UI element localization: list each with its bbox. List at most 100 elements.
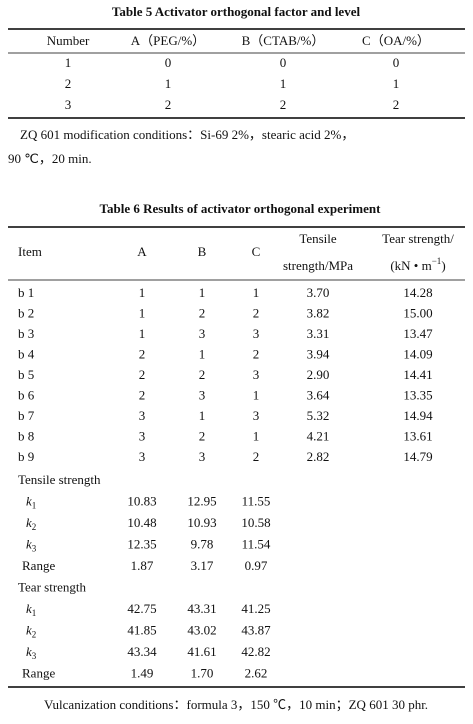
cell: b 2 bbox=[18, 305, 34, 320]
cell: 2 bbox=[65, 76, 72, 91]
cell: 0 bbox=[280, 55, 287, 70]
cell: 1 bbox=[280, 76, 287, 91]
column-header: B（CTAB/%） bbox=[242, 33, 325, 48]
row-label-text: k bbox=[26, 622, 32, 637]
subscript: 2 bbox=[32, 522, 37, 532]
column-header: (kN • m−1) bbox=[390, 256, 445, 273]
cell: 11.55 bbox=[242, 493, 271, 508]
cell: 11.54 bbox=[242, 536, 271, 551]
cell: 2 bbox=[199, 305, 206, 320]
cell: 3.17 bbox=[191, 558, 214, 573]
cell: 2.82 bbox=[307, 449, 330, 464]
cell: 41.25 bbox=[241, 601, 270, 616]
group-label: Tear strength bbox=[18, 579, 87, 594]
row-label: Range bbox=[22, 665, 55, 680]
cell: 3 bbox=[253, 408, 260, 423]
cell: b 5 bbox=[18, 367, 34, 382]
cell: 14.94 bbox=[403, 408, 433, 423]
cell: 0 bbox=[393, 55, 400, 70]
column-header: C（OA/%） bbox=[362, 33, 430, 48]
cell: 2 bbox=[253, 346, 260, 361]
cell: 2 bbox=[199, 367, 206, 382]
cell: 2 bbox=[165, 97, 172, 112]
column-header: A bbox=[137, 244, 147, 259]
column-header: Item bbox=[18, 244, 42, 259]
subscript: 1 bbox=[32, 608, 37, 618]
cell: 1.49 bbox=[131, 665, 154, 680]
cell: 12.95 bbox=[187, 493, 216, 508]
superscript: −1 bbox=[432, 256, 442, 266]
row-label-text: k bbox=[26, 536, 32, 551]
cell: b 3 bbox=[18, 326, 34, 341]
cell: 1 bbox=[199, 346, 206, 361]
cell: 10.48 bbox=[127, 515, 156, 530]
column-header: A（PEG/%） bbox=[131, 33, 205, 48]
row-label: k2 bbox=[26, 622, 36, 639]
cell: 1.87 bbox=[131, 558, 154, 573]
cell: 1 bbox=[199, 285, 206, 300]
cell: 3 bbox=[139, 449, 146, 464]
cell: 3.31 bbox=[307, 326, 330, 341]
cell: 2 bbox=[139, 367, 146, 382]
cell: 1 bbox=[253, 428, 260, 443]
column-header: Tensile bbox=[299, 231, 337, 246]
row-label: k1 bbox=[26, 493, 36, 510]
cell: 3 bbox=[253, 326, 260, 341]
cell: 1 bbox=[393, 76, 400, 91]
footnote: Vulcanization conditions：formula 3，150 ℃… bbox=[44, 697, 428, 713]
cell: 0.97 bbox=[245, 558, 268, 573]
group-label: Tensile strength bbox=[18, 472, 101, 487]
cell: 15.00 bbox=[403, 305, 432, 320]
cell: 3 bbox=[199, 387, 206, 402]
cell: 13.35 bbox=[403, 387, 432, 402]
cell: 1 bbox=[65, 55, 72, 70]
column-header: Tear strength/ bbox=[382, 231, 454, 246]
subscript: 3 bbox=[32, 544, 37, 554]
cell: 41.61 bbox=[187, 644, 216, 659]
row-label: k1 bbox=[26, 601, 36, 618]
cell: 9.78 bbox=[191, 536, 214, 551]
cell: 10.93 bbox=[187, 515, 216, 530]
cell: 13.61 bbox=[403, 428, 432, 443]
cell: 10.58 bbox=[241, 515, 270, 530]
row-label-text: k bbox=[26, 601, 32, 616]
cell: b 6 bbox=[18, 387, 35, 402]
subscript: 1 bbox=[32, 501, 37, 511]
column-header: strength/MPa bbox=[283, 258, 353, 273]
note: 90 ℃，20 min. bbox=[8, 151, 92, 166]
cell: b 8 bbox=[18, 428, 34, 443]
cell: 43.87 bbox=[241, 622, 271, 637]
cell: 3.82 bbox=[307, 305, 330, 320]
row-label: k3 bbox=[26, 644, 37, 661]
cell: b 1 bbox=[18, 285, 34, 300]
row-label: k2 bbox=[26, 515, 36, 532]
row-label: k3 bbox=[26, 536, 37, 553]
cell: 1 bbox=[139, 326, 146, 341]
cell: 12.35 bbox=[127, 536, 156, 551]
cell: 2 bbox=[139, 387, 146, 402]
cell: 2 bbox=[199, 428, 206, 443]
note: ZQ 601 modification conditions：Si-69 2%，… bbox=[20, 127, 354, 142]
cell: 3 bbox=[65, 97, 72, 112]
cell: 13.47 bbox=[403, 326, 433, 341]
cell: 3.64 bbox=[307, 387, 330, 402]
cell: 1 bbox=[139, 285, 146, 300]
cell: 2.90 bbox=[307, 367, 330, 382]
cell: 14.41 bbox=[403, 367, 432, 382]
cell: 3 bbox=[199, 449, 206, 464]
cell: 42.82 bbox=[241, 644, 270, 659]
cell: 0 bbox=[165, 55, 172, 70]
cell: 3 bbox=[139, 408, 146, 423]
cell: 41.85 bbox=[127, 622, 156, 637]
cell: 3.94 bbox=[307, 346, 330, 361]
column-header: C bbox=[252, 244, 261, 259]
cell: 3 bbox=[139, 428, 146, 443]
cell: 14.09 bbox=[403, 346, 432, 361]
table-title: Table 6 Results of activator orthogonal … bbox=[100, 201, 382, 216]
cell: 1 bbox=[199, 408, 206, 423]
cell: b 9 bbox=[18, 449, 34, 464]
subscript: 3 bbox=[32, 651, 37, 661]
table-title: Table 5 Activator orthogonal factor and … bbox=[112, 4, 361, 19]
cell: 42.75 bbox=[127, 601, 156, 616]
